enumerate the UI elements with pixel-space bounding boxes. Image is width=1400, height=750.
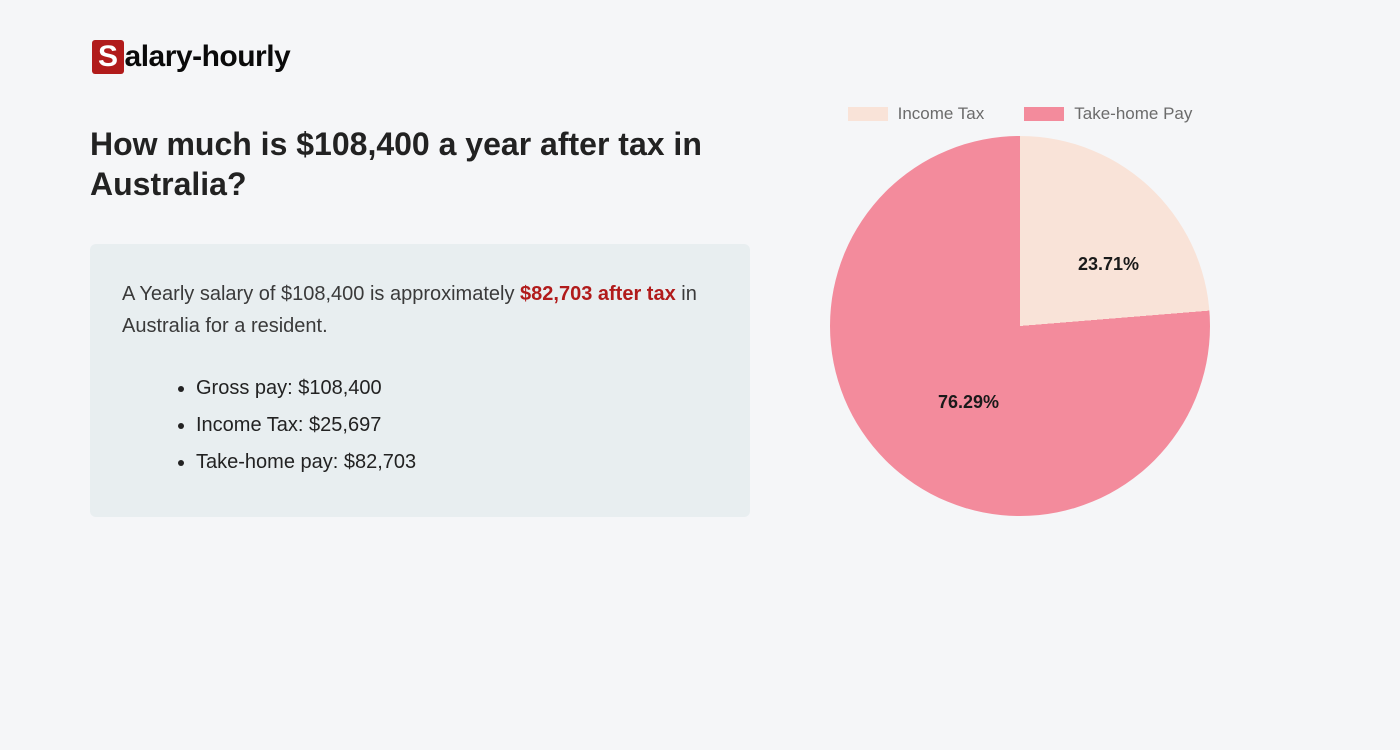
page-title: How much is $108,400 a year after tax in… [90, 124, 750, 204]
bullet-income-tax: Income Tax: $25,697 [196, 407, 718, 444]
summary-pre: A Yearly salary of $108,400 is approxima… [122, 283, 520, 305]
left-column: How much is $108,400 a year after tax in… [90, 124, 750, 517]
info-card: A Yearly salary of $108,400 is approxima… [90, 244, 750, 517]
right-column: Income Tax Take-home Pay 23.71% 76.29% [810, 104, 1230, 516]
legend-swatch-income-tax [848, 107, 888, 121]
logo-s-box: S [92, 40, 124, 74]
site-logo: Salary-hourly [92, 40, 1310, 74]
bullet-take-home: Take-home pay: $82,703 [196, 444, 718, 481]
pie-label-take-home: 76.29% [938, 392, 999, 413]
bullet-gross-pay: Gross pay: $108,400 [196, 370, 718, 407]
chart-legend: Income Tax Take-home Pay [810, 104, 1230, 124]
legend-item-income-tax: Income Tax [848, 104, 985, 124]
pie-chart: 23.71% 76.29% [830, 136, 1210, 516]
logo-rest: alary-hourly [125, 40, 291, 73]
legend-label-take-home: Take-home Pay [1074, 104, 1192, 124]
summary-highlight: $82,703 after tax [520, 283, 676, 305]
pie-label-income-tax: 23.71% [1078, 254, 1139, 275]
main-content: How much is $108,400 a year after tax in… [90, 124, 1310, 517]
pie-circle [830, 136, 1210, 516]
bullet-list: Gross pay: $108,400 Income Tax: $25,697 … [122, 370, 718, 481]
legend-label-income-tax: Income Tax [898, 104, 985, 124]
legend-swatch-take-home [1024, 107, 1064, 121]
summary-paragraph: A Yearly salary of $108,400 is approxima… [122, 278, 718, 342]
legend-item-take-home: Take-home Pay [1024, 104, 1192, 124]
